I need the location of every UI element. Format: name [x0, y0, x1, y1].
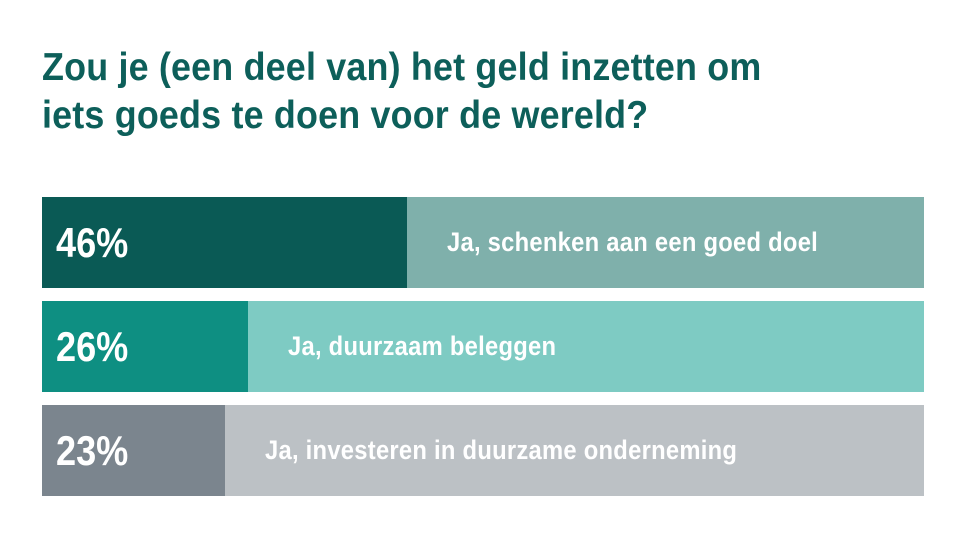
bar-row: 46% Ja, schenken aan een goed doel [42, 197, 924, 288]
bar-value-label: 26% [56, 323, 129, 370]
bar-fill [42, 301, 248, 392]
bar-chart: 46% Ja, schenken aan een goed doel 26% Ja, … [42, 197, 924, 497]
bar-fill [42, 197, 407, 288]
bar-category-label: Ja, schenken aan een goed doel [447, 227, 819, 257]
bar-value-label: 46% [56, 219, 129, 266]
bar-fill [42, 405, 225, 496]
chart-title: Zou je (een deel van) het geld inzetten … [42, 44, 870, 140]
bar-row: 23% Ja, investeren in duurzame ondernemin… [42, 405, 924, 496]
bar-category-label: Ja, investeren in duurzame onderneming [265, 435, 738, 465]
bar-row: 26% Ja, duurzaam beleggen [42, 301, 924, 392]
bar-value-label: 23% [56, 427, 129, 474]
bar-category-label: Ja, duurzaam beleggen [288, 331, 557, 361]
chart-title-line-2: iets goeds te doen voor de wereld? [42, 94, 649, 137]
chart-title-line-1: Zou je (een deel van) het geld inzetten … [42, 46, 762, 89]
